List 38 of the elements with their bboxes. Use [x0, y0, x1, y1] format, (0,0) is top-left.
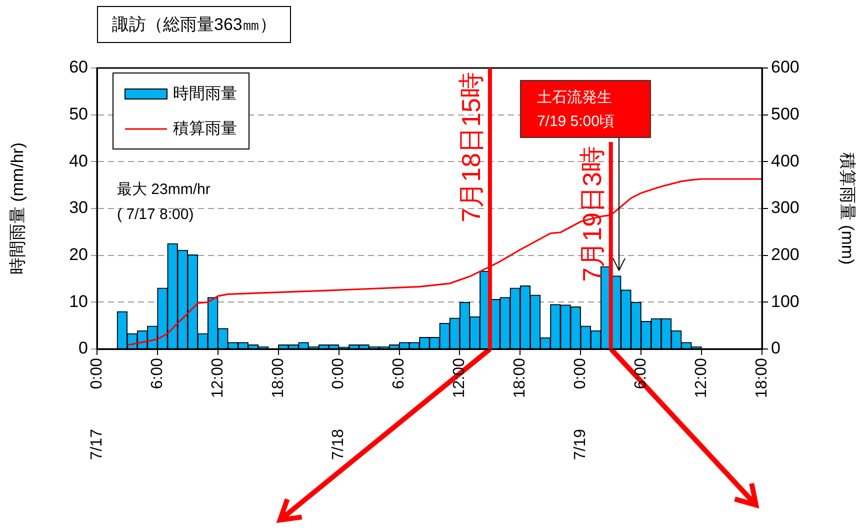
y-tick-label: 60: [69, 58, 88, 77]
legend-label: 時間雨量: [173, 84, 237, 102]
y-tick-label: 20: [69, 245, 88, 264]
x-tick-label: 12:00: [451, 358, 468, 398]
y2-tick-label: 100: [771, 292, 800, 311]
x-tick-label: 0:00: [88, 358, 106, 390]
y-tick-label: 0: [78, 338, 88, 358]
y2-tick-label: 200: [771, 245, 800, 264]
legend-label: 積算雨量: [173, 119, 237, 138]
y2-axis-title: 積算雨量 (mm): [838, 152, 858, 265]
x-tick-label: 12:00: [692, 358, 710, 398]
ref-line-label: 7月18日15時: [456, 72, 486, 222]
x-tick-label: 0:00: [330, 358, 348, 390]
x-tick-label: 18:00: [512, 358, 529, 398]
ref-line-label: 7月19日3時: [577, 146, 608, 282]
x-tick-label: 6:00: [390, 358, 408, 390]
x-tick-label: 18:00: [270, 358, 287, 398]
x-tick-label: 18:00: [753, 358, 770, 398]
y2-tick-label: 0: [771, 338, 780, 358]
y2-tick-label: 500: [771, 104, 800, 124]
x-tick-label: 0:00: [572, 358, 590, 390]
text: 7/18: [330, 428, 348, 460]
y-axis-title: 時間雨量 (mm/hr): [8, 142, 27, 275]
y2-tick-label: 300: [771, 198, 800, 218]
y-tick-label: 30: [69, 198, 88, 218]
x-tick-label: 6:00: [148, 358, 166, 390]
y2-tick-label: 400: [771, 151, 800, 170]
x-tick-label: 6:00: [632, 358, 650, 390]
text: 7/19: [572, 428, 590, 460]
chart-title: 諏訪（総雨量363㎜）: [97, 6, 292, 43]
y-tick-label: 40: [69, 151, 88, 170]
callout-box: 土石流発生 7/19 5:00頃: [520, 80, 652, 138]
y-tick-label: 10: [69, 292, 88, 311]
y2-tick-label: 600: [771, 58, 800, 77]
text: 7/17: [88, 428, 106, 460]
y-tick-label: 50: [69, 104, 88, 124]
annotation: 最大 23mm/hr ( 7/17 8:00): [117, 181, 210, 224]
x-tick-label: 12:00: [209, 358, 226, 398]
